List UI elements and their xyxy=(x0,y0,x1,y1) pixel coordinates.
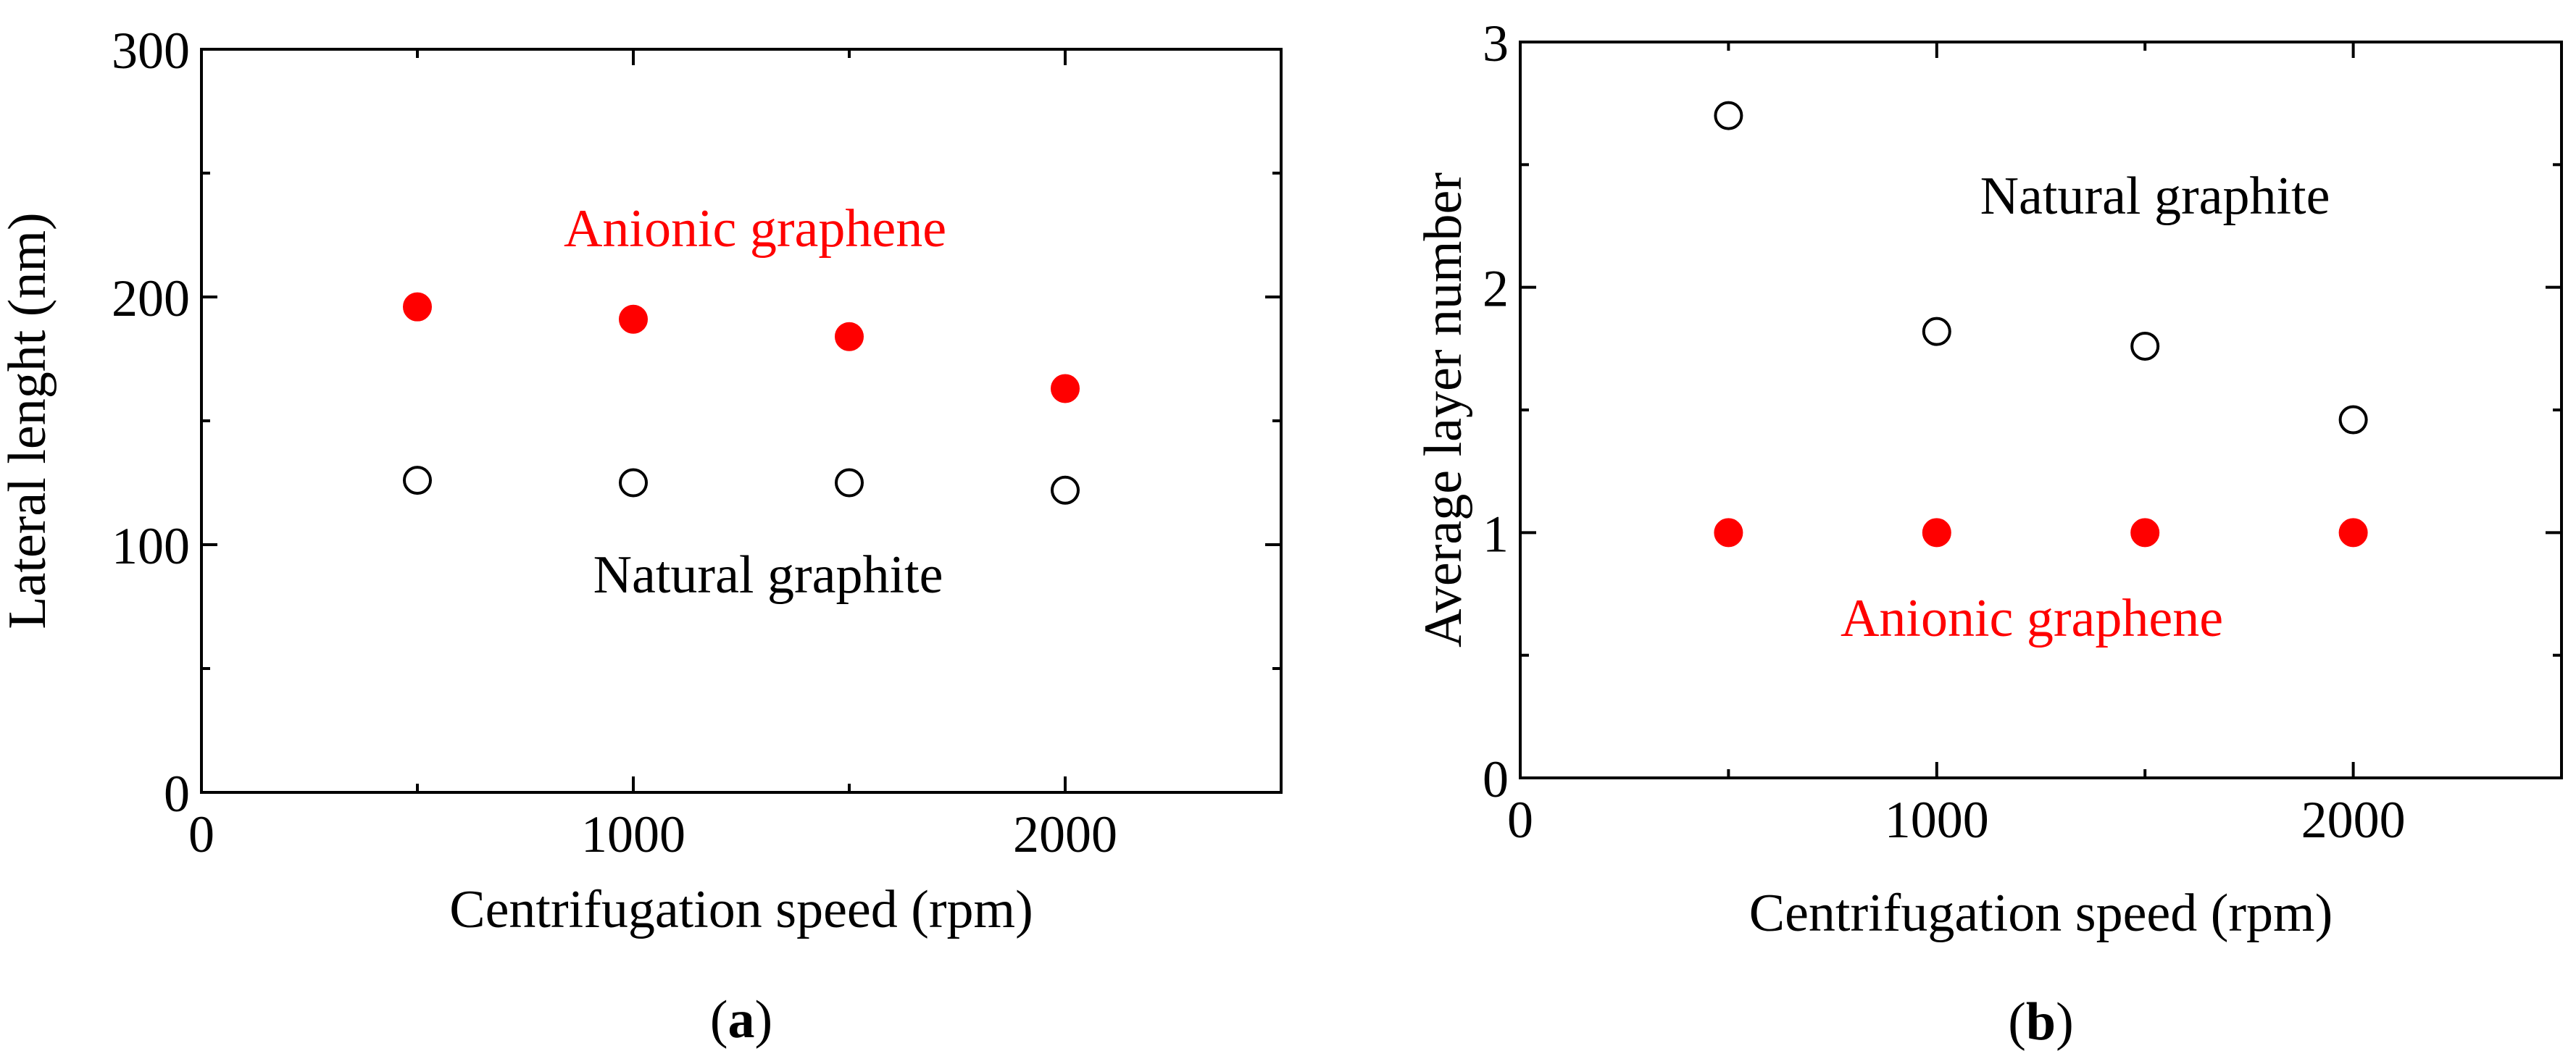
x-tick-label: 0 xyxy=(188,805,214,863)
x-tick-label: 2000 xyxy=(2301,791,2406,849)
y-tick-label: 1 xyxy=(1483,505,1509,563)
panel-label-letter: a xyxy=(728,990,755,1050)
data-point-natural-graphite xyxy=(1922,317,1951,346)
panel-label: (b) xyxy=(2008,992,2073,1052)
panel-label-close: ) xyxy=(2056,992,2074,1052)
data-point-natural-graphite xyxy=(2338,405,2368,435)
data-point-anionic-graphene xyxy=(403,292,432,322)
x-tick-label: 1000 xyxy=(581,805,685,863)
data-point-natural-graphite xyxy=(1714,101,1743,130)
data-point-natural-graphite xyxy=(2130,331,2160,361)
y-tick-label: 100 xyxy=(112,517,190,575)
x-tick-label: 2000 xyxy=(1013,805,1117,863)
y-tick-label: 0 xyxy=(1483,750,1509,808)
series-label-natural-graphite: Natural graphite xyxy=(593,545,943,605)
panel-label-close: ) xyxy=(755,990,773,1050)
y-tick-label: 2 xyxy=(1483,260,1509,318)
series-label-anionic-graphene: Anionic graphene xyxy=(1841,589,2223,648)
data-point-anionic-graphene xyxy=(835,322,864,351)
chart-panel-b: 0 1000 2000 0 1 2 3 Centrifugation speed (rpm) A… xyxy=(1414,14,2563,1052)
panel-label-letter: b xyxy=(2026,992,2056,1052)
chart-panel-a: 0 1000 2000 0 100 200 300 Centrifugation speed … xyxy=(0,22,1283,1050)
data-point-anionic-graphene xyxy=(2130,518,2160,548)
y-axis-label: Average layer number xyxy=(1414,172,1473,648)
series-anionic-graphene xyxy=(403,292,1080,403)
panel-label-open: ( xyxy=(710,990,728,1050)
plot-frame xyxy=(1519,41,2563,779)
data-point-natural-graphite xyxy=(403,466,432,495)
series-label-anionic-graphene: Anionic graphene xyxy=(564,199,946,259)
x-tick-label: 0 xyxy=(1507,791,1533,849)
data-point-anionic-graphene xyxy=(1922,518,1951,548)
y-tick-label: 300 xyxy=(112,22,190,80)
y-axis-label: Lateral lenght (nm) xyxy=(0,212,57,629)
series-label-natural-graphite: Natural graphite xyxy=(1980,167,2330,226)
data-point-anionic-graphene xyxy=(2338,518,2368,548)
y-tick-label: 3 xyxy=(1483,14,1509,72)
panel-label-open: ( xyxy=(2008,992,2026,1052)
x-tick-label: 1000 xyxy=(1885,791,1989,849)
data-point-natural-graphite xyxy=(835,468,864,498)
x-axis-label: Centrifugation speed (rpm) xyxy=(1749,884,2333,943)
data-point-natural-graphite xyxy=(1051,475,1080,505)
panel-label: (a) xyxy=(710,990,772,1050)
series-natural-graphite xyxy=(403,466,1080,505)
data-point-natural-graphite xyxy=(619,468,648,498)
data-point-anionic-graphene xyxy=(619,304,648,334)
data-point-anionic-graphene xyxy=(1714,518,1743,548)
data-point-anionic-graphene xyxy=(1051,374,1080,403)
y-tick-label: 0 xyxy=(164,765,190,823)
y-tick-label: 200 xyxy=(112,269,190,327)
plot-frame xyxy=(200,48,1283,794)
x-axis-label: Centrifugation speed (rpm) xyxy=(449,880,1033,939)
series-anionic-graphene xyxy=(1714,518,2368,548)
series-natural-graphite xyxy=(1714,101,2368,435)
